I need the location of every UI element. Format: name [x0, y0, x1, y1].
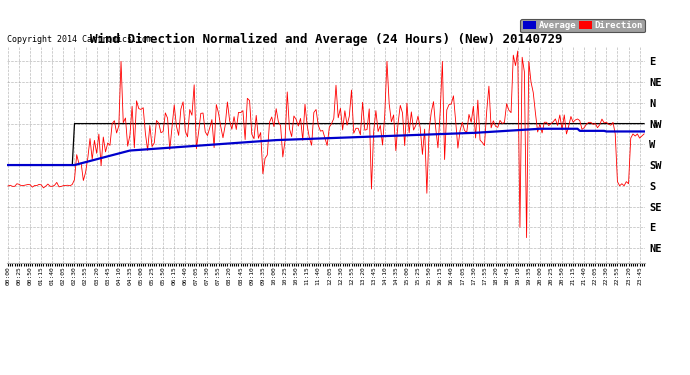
- Title: Wind Direction Normalized and Average (24 Hours) (New) 20140729: Wind Direction Normalized and Average (2…: [90, 33, 562, 46]
- Legend: Average, Direction: Average, Direction: [520, 19, 645, 32]
- Text: Copyright 2014 Cartronics.com: Copyright 2014 Cartronics.com: [7, 35, 152, 44]
